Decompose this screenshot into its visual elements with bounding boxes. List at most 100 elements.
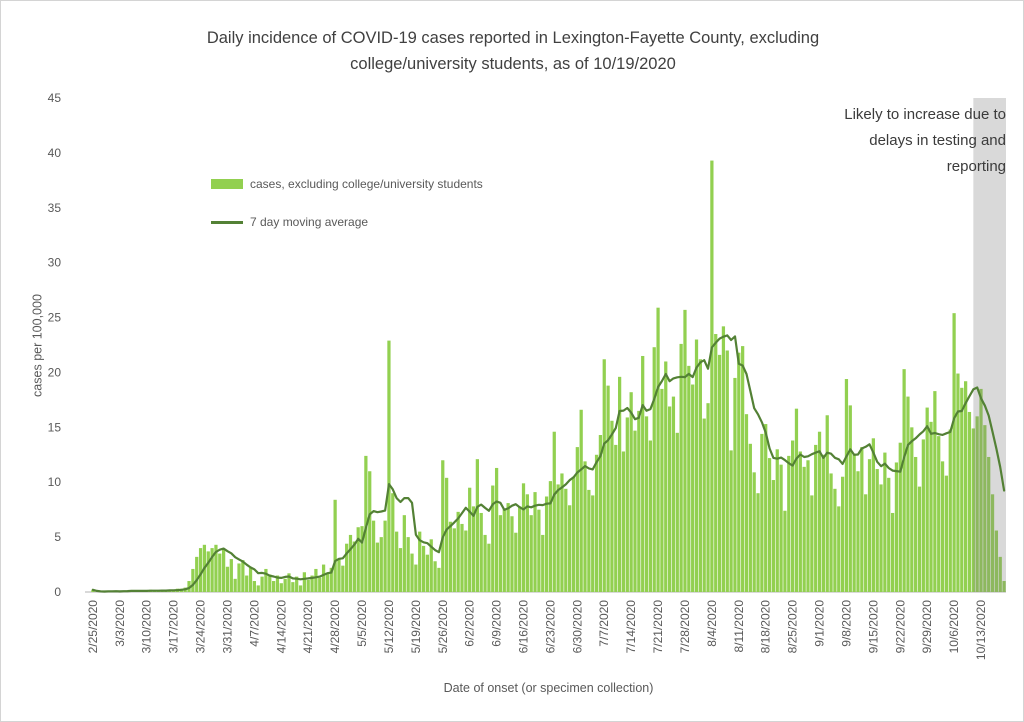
legend-label-cases: cases, excluding college/university stud… [250, 177, 483, 191]
daily-cases-bar [602, 359, 606, 592]
daily-cases-bar [702, 418, 706, 592]
daily-cases-bar [425, 554, 430, 592]
daily-cases-bar [821, 454, 825, 592]
daily-cases-bar [929, 421, 933, 592]
daily-cases-bar [964, 381, 968, 592]
daily-cases-bar [460, 523, 464, 592]
daily-cases-bar [675, 432, 679, 592]
daily-cases-bar [421, 545, 426, 592]
daily-cases-bar [864, 494, 868, 592]
daily-cases-bar [614, 444, 618, 592]
x-tick-label: 6/2/2020 [463, 600, 477, 647]
x-tick-label: 3/31/2020 [221, 600, 235, 654]
daily-cases-bar [537, 509, 541, 592]
daily-cases-bar [779, 464, 783, 592]
daily-cases-bar [894, 462, 899, 592]
daily-cases-bar [629, 392, 633, 592]
x-tick-label: 5/12/2020 [382, 600, 396, 654]
daily-cases-bar [637, 410, 641, 592]
daily-cases-bar [856, 471, 860, 592]
y-tick-label: 25 [48, 311, 62, 325]
daily-cases-bar [971, 428, 975, 592]
daily-cases-bar [341, 565, 345, 592]
daily-cases-bar [391, 493, 395, 592]
daily-cases-bar [560, 473, 564, 592]
x-axis-title: Date of onset (or specimen collection) [443, 681, 654, 695]
daily-cases-bar [937, 436, 941, 592]
daily-cases-bar [794, 408, 799, 592]
y-tick-label: 15 [48, 420, 62, 434]
x-tick-label: 8/11/2020 [732, 600, 746, 653]
daily-cases-bar [933, 391, 937, 592]
daily-cases-bar [775, 449, 779, 592]
y-tick-label: 0 [54, 585, 61, 599]
daily-cases-bar [764, 424, 768, 592]
daily-cases-bar [917, 486, 922, 592]
daily-cases-bar [187, 581, 191, 592]
daily-cases-bar [502, 508, 506, 592]
daily-cases-bar [956, 373, 960, 592]
daily-cases-bar [733, 377, 737, 592]
daily-cases-bar [994, 530, 999, 592]
daily-cases-bar [710, 160, 714, 592]
daily-cases-bar [548, 481, 553, 592]
daily-cases-bar [229, 559, 233, 592]
y-tick-label: 40 [48, 146, 62, 160]
x-tick-label: 6/30/2020 [570, 600, 584, 654]
daily-cases-bar [252, 581, 257, 592]
daily-cases-bar [402, 515, 406, 592]
x-tick-label: 9/15/2020 [866, 600, 880, 654]
x-tick-label: 3/24/2020 [194, 600, 208, 654]
daily-cases-bar [352, 541, 356, 592]
x-tick-label: 8/25/2020 [786, 600, 800, 654]
daily-cases-bar [264, 568, 268, 592]
x-tick-label: 8/4/2020 [705, 600, 719, 647]
daily-cases-bar [618, 376, 622, 592]
daily-cases-bar [198, 548, 203, 592]
moving-average-line [91, 334, 1006, 593]
daily-cases-bar [218, 553, 222, 592]
daily-cases-bar [660, 388, 664, 592]
x-tick-label: 9/8/2020 [840, 600, 854, 647]
daily-cases-bar [844, 379, 849, 592]
daily-cases-bar [348, 534, 353, 592]
x-tick-label: 2/25/2020 [86, 600, 100, 654]
y-tick-label: 45 [48, 91, 62, 105]
daily-cases-bar [310, 575, 314, 592]
daily-cases-bar [429, 539, 433, 592]
daily-cases-bar [314, 568, 318, 592]
daily-cases-bar [568, 505, 572, 592]
x-tick-label: 9/29/2020 [920, 600, 934, 654]
daily-cases-bar [791, 440, 795, 592]
daily-cases-bar [744, 414, 749, 592]
y-tick-label: 20 [48, 365, 62, 379]
daily-cases-bar [433, 561, 437, 592]
daily-cases-bar [464, 530, 468, 592]
daily-cases-bar [271, 581, 276, 592]
daily-cases-bar [752, 472, 756, 592]
daily-cases-bar [329, 567, 333, 592]
daily-cases-bar [721, 326, 726, 592]
daily-cases-bar [737, 352, 741, 592]
daily-cases-bar [967, 411, 972, 592]
daily-cases-bar [860, 447, 864, 592]
daily-cases-bar [448, 521, 453, 592]
daily-cases-bar [990, 494, 995, 592]
x-tick-label: 3/3/2020 [113, 600, 127, 647]
daily-cases-bar [375, 542, 380, 592]
daily-cases-bar [771, 480, 776, 592]
daily-cases-bar [248, 567, 253, 592]
daily-cases-bar [848, 405, 852, 592]
daily-cases-bar [241, 560, 245, 592]
daily-cases-bar [840, 476, 845, 592]
legend-item-average: 7 day moving average [211, 215, 483, 229]
daily-cases-bar [298, 585, 303, 592]
daily-cases-bar [729, 450, 733, 592]
daily-cases-bar [814, 444, 818, 592]
daily-cases-bar [225, 566, 230, 592]
daily-cases-bar [345, 543, 349, 592]
legend-item-cases: cases, excluding college/university stud… [211, 177, 483, 191]
daily-cases-bar [552, 431, 556, 592]
daily-cases-bar [756, 493, 760, 592]
daily-cases-bar [960, 387, 964, 592]
